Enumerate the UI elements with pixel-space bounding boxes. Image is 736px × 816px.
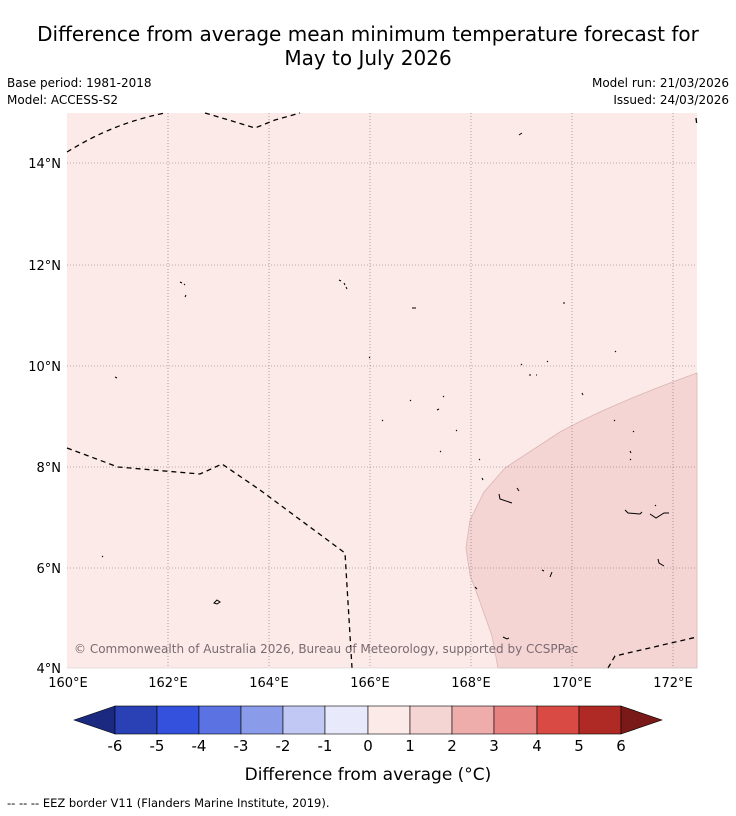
colorbar-tick: 0 [363,737,373,755]
colorbar-ticks: -6 -5 -4 -3 -2 -1 0 1 2 3 4 5 6 [108,737,626,755]
map-gridlines [67,113,697,668]
base-period-text: Base period: 1981-2018 [7,76,152,90]
colorbar-tick: 4 [532,737,542,755]
colorbar-swatch [578,705,622,735]
eez-borders [66,112,698,669]
map-title-line2: May to July 2026 [284,46,452,70]
colorbar: -6 -5 -4 -3 -2 -1 0 1 2 3 4 5 6 Differen… [73,705,663,785]
colorbar-swatch [493,705,538,735]
lon-label-162e: 162°E [148,676,188,691]
colorbar-tick: 2 [447,737,457,755]
colorbar-tick: 6 [616,737,626,755]
lat-label-8n: 8°N [37,461,62,476]
colorbar-swatch [240,705,284,735]
lon-axis-labels: 160°E 162°E 164°E 166°E 168°E 170°E 172°… [48,676,693,691]
eez-border-ne [695,117,698,127]
issued-text: Issued: 24/03/2026 [613,93,729,107]
lon-label-160e: 160°E [48,676,88,691]
lat-label-12n: 12°N [28,259,61,274]
lon-label-170e: 170°E [552,676,592,691]
meta-right: Model run: 21/03/2026 Issued: 24/03/2026 [592,75,729,109]
map-title: Difference from average mean minimum tem… [0,22,736,70]
colorbar-swatch [114,705,158,735]
colorbar-swatch [198,705,242,735]
colorbar-tick: -6 [108,737,123,755]
eez-border-sw [66,447,353,669]
lat-label-14n: 14°N [28,157,61,172]
colorbar-tick: -4 [192,737,207,755]
lon-label-172e: 172°E [653,676,693,691]
colorbar-tick: 1 [405,737,415,755]
colorbar-swatch [451,705,495,735]
colorbar-tick: 5 [574,737,584,755]
colorbar-swatch [536,705,580,735]
colorbar-tick: -5 [150,737,165,755]
colorbar-tick: -3 [234,737,249,755]
colorbar-tick: 3 [489,737,499,755]
lat-axis-labels: 14°N 12°N 10°N 8°N 6°N 4°N [28,157,61,677]
colorbar-tick: -2 [276,737,291,755]
eez-border-n [204,112,301,129]
lon-label-164e: 164°E [249,676,289,691]
lon-label-168e: 168°E [451,676,491,691]
colorbar-swatch [409,705,453,735]
model-text: Model: ACCESS-S2 [7,93,119,107]
islands [101,132,669,640]
eez-border-se [607,636,698,669]
lat-label-10n: 10°N [28,360,61,375]
eez-border-nw [66,112,166,153]
map-title-line1: Difference from average mean minimum tem… [37,22,699,46]
colorbar-arrow-high [620,705,663,735]
copyright-text: © Commonwealth of Australia 2026, Bureau… [74,642,578,656]
colorbar-swatch [282,705,326,735]
colorbar-tick: -1 [318,737,333,755]
anomaly-region-1-2 [465,372,698,669]
meta-left: Base period: 1981-2018 Model: ACCESS-S2 [7,75,152,109]
colorbar-arrow-low [73,705,116,735]
colorbar-swatch [156,705,200,735]
lon-label-166e: 166°E [350,676,390,691]
colorbar-swatch [367,705,411,735]
lat-label-4n: 4°N [37,662,62,677]
colorbar-label: Difference from average (°C) [245,765,492,785]
eez-footnote: -- -- -- EEZ border V11 (Flanders Marine… [7,796,330,810]
lat-label-6n: 6°N [37,562,62,577]
model-run-text: Model run: 21/03/2026 [591,76,729,90]
colorbar-swatch [324,705,369,735]
